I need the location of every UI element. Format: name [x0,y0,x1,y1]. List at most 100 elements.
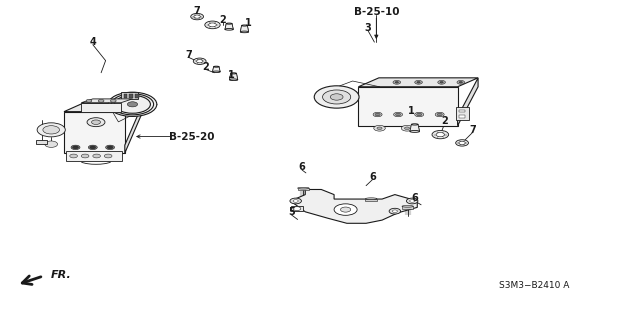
Circle shape [401,125,413,131]
Circle shape [417,82,420,83]
Text: B-25-20: B-25-20 [169,131,215,142]
Circle shape [37,123,65,137]
Circle shape [396,82,399,83]
Text: 5: 5 [288,207,294,217]
Circle shape [396,113,401,116]
Ellipse shape [365,198,377,200]
Circle shape [90,146,96,149]
Circle shape [110,100,116,102]
Circle shape [71,145,80,150]
Circle shape [209,23,216,27]
Text: FR.: FR. [51,270,72,280]
Polygon shape [81,103,121,112]
Text: 2: 2 [442,115,448,126]
Ellipse shape [214,66,219,67]
Ellipse shape [402,205,413,207]
Ellipse shape [240,31,248,33]
Circle shape [115,95,150,113]
Polygon shape [36,140,47,144]
Bar [459,110,465,112]
Circle shape [432,130,449,139]
Circle shape [99,100,104,102]
Circle shape [393,80,401,84]
Polygon shape [365,199,377,201]
Circle shape [330,94,343,100]
Polygon shape [230,73,238,80]
Text: 6: 6 [299,162,305,173]
Ellipse shape [298,187,309,189]
Circle shape [373,112,382,117]
Circle shape [435,112,444,117]
Circle shape [314,86,359,108]
Circle shape [406,198,418,204]
Circle shape [92,120,100,124]
Polygon shape [125,104,143,153]
Polygon shape [458,78,478,126]
Polygon shape [298,188,309,190]
Circle shape [456,140,468,146]
Circle shape [323,90,351,104]
Text: S3M3−B2410 A: S3M3−B2410 A [499,281,570,290]
Text: 1: 1 [228,70,235,80]
Circle shape [127,102,138,107]
Circle shape [87,118,105,127]
Text: 1: 1 [245,18,252,28]
Text: 2: 2 [203,62,209,72]
Text: 3: 3 [365,23,371,33]
Bar [459,115,465,118]
Circle shape [459,141,465,145]
Circle shape [111,94,154,115]
Polygon shape [225,24,234,29]
Polygon shape [66,151,122,161]
Bar [129,94,133,98]
Circle shape [404,127,410,130]
Circle shape [457,80,465,84]
Circle shape [70,154,77,158]
Circle shape [415,112,424,117]
Circle shape [410,200,415,202]
Ellipse shape [230,79,238,81]
Text: 7: 7 [186,50,192,60]
Polygon shape [241,26,248,32]
Text: B-25-10: B-25-10 [353,7,399,17]
Polygon shape [358,78,478,87]
Polygon shape [291,189,417,223]
Circle shape [106,145,115,150]
Ellipse shape [225,28,234,30]
Circle shape [436,133,445,137]
Circle shape [389,208,401,214]
Polygon shape [358,87,458,126]
Circle shape [394,112,403,117]
Circle shape [460,82,463,83]
Circle shape [334,204,357,215]
Polygon shape [402,206,413,209]
Circle shape [438,80,445,84]
Circle shape [194,15,200,18]
Polygon shape [456,107,469,120]
Circle shape [196,60,203,63]
Circle shape [374,125,385,131]
Circle shape [290,198,301,204]
Circle shape [193,58,206,64]
Ellipse shape [230,73,237,74]
Circle shape [81,154,89,158]
Circle shape [73,146,78,149]
Ellipse shape [226,23,232,24]
Circle shape [43,126,60,134]
Circle shape [392,210,397,212]
Polygon shape [121,92,138,99]
Ellipse shape [412,124,418,125]
Circle shape [440,82,444,83]
Circle shape [415,80,422,84]
Polygon shape [81,99,132,103]
Ellipse shape [241,25,248,26]
Text: 2: 2 [220,15,226,25]
Circle shape [375,113,380,116]
Circle shape [86,100,92,102]
Circle shape [108,92,157,116]
Polygon shape [410,124,420,131]
Circle shape [293,207,301,211]
Circle shape [93,154,100,158]
Text: 6: 6 [369,172,376,182]
Text: 7: 7 [469,125,476,135]
